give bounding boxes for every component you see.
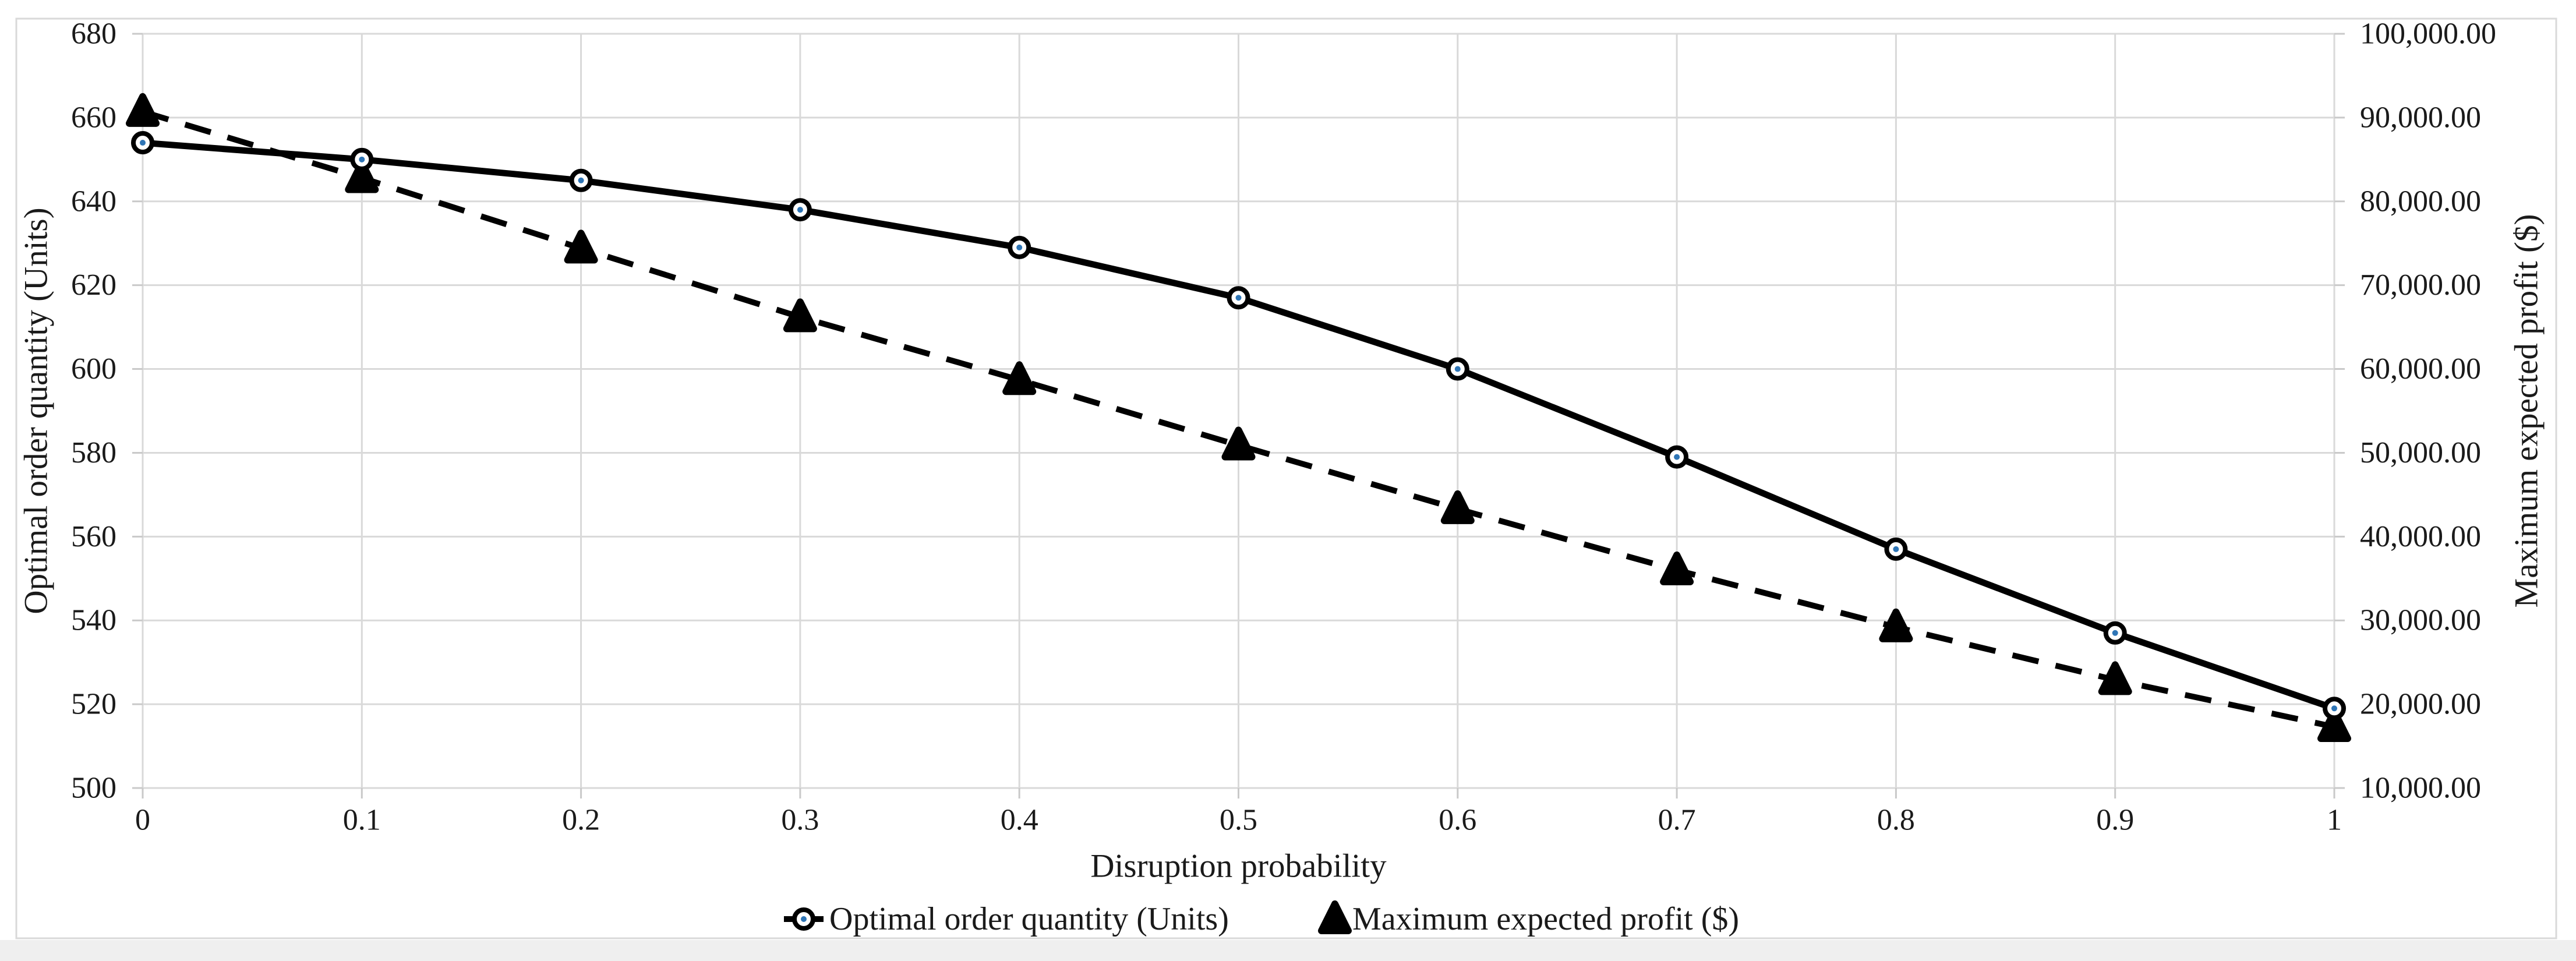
y-right-tick-label: 60,000.00 [2360,352,2481,386]
circle-marker [1884,537,1908,561]
circle-marker [1227,286,1250,310]
y-right-axis-title: Maximum expected profit ($) [2508,214,2545,608]
circle-marker [2323,697,2346,720]
y-right-tick-label: 30,000.00 [2360,604,2481,637]
y-right-tick-label: 20,000.00 [2360,688,2481,721]
triangle-marker [2317,708,2351,742]
circle-marker [131,131,154,155]
y-left-tick-label: 660 [71,101,116,134]
y-left-tick-label: 600 [71,352,116,386]
y-left-tick-label: 500 [71,772,116,805]
circle-marker [1008,235,1031,259]
x-tick-label: 0.9 [2096,804,2134,837]
y-right-tick-label: 10,000.00 [2360,772,2481,805]
legend: Optimal order quantity (Units) Maximum ex… [784,900,1739,937]
circle-marker [788,198,812,222]
triangle-marker [1879,608,1913,642]
x-axis-title: Disruption probability [1090,848,1387,885]
y-left-tick-label: 640 [71,185,116,218]
legend-item-optimal-order-quantity: Optimal order quantity (Units) [784,901,1229,937]
circle-marker [1665,445,1689,469]
y-left-tick-label: 540 [71,604,116,637]
triangle-marker [1660,551,1694,585]
x-tick-label: 0.6 [1439,804,1476,837]
y-right-tick-label: 50,000.00 [2360,436,2481,469]
x-tick-label: 0 [135,804,150,837]
x-tick-label: 0.5 [1220,804,1257,837]
x-tick-label: 0.4 [1001,804,1038,837]
x-tick-label: 0.8 [1877,804,1915,837]
page-bottom-margin [0,940,2576,961]
triangle-marker [564,229,598,264]
circle-marker [1446,357,1469,381]
figure-border [15,17,2557,939]
y-left-axis-title: Optimal order quantity (Units) [18,207,55,614]
legend-label: Maximum expected profit ($) [1352,901,1739,937]
x-tick-label: 0.2 [562,804,600,837]
triangle-marker [783,298,817,333]
legend-triangle-marker [1318,900,1352,934]
triangle-marker [126,93,160,127]
y-right-tick-label: 40,000.00 [2360,520,2481,553]
legend-label: Optimal order quantity (Units) [829,901,1229,937]
y-left-tick-label: 580 [71,436,116,469]
circle-marker [350,147,374,171]
triangle-marker [1221,426,1256,461]
y-right-tick-label: 100,000.00 [2360,17,2496,51]
triangle-marker [1440,490,1475,524]
legend-item-max-expected-profit: Maximum expected profit ($) [1318,900,1739,937]
y-right-tick-label: 90,000.00 [2360,101,2481,134]
legend-circle-marker [792,907,815,931]
circle-marker [2103,621,2127,645]
x-tick-label: 0.7 [1658,804,1696,837]
y-left-tick-label: 620 [71,268,116,302]
triangle-marker [345,159,379,193]
x-tick-label: 1 [2327,804,2342,837]
triangle-marker [2098,661,2132,695]
y-left-tick-label: 680 [71,17,116,51]
x-tick-label: 0.1 [343,804,381,837]
circle-marker [569,168,593,192]
y-right-tick-label: 80,000.00 [2360,185,2481,218]
y-right-tick-label: 70,000.00 [2360,268,2481,302]
y-left-tick-label: 520 [71,688,116,721]
x-tick-label: 0.3 [781,804,819,837]
y-left-tick-label: 560 [71,520,116,553]
triangle-marker [1002,361,1037,395]
